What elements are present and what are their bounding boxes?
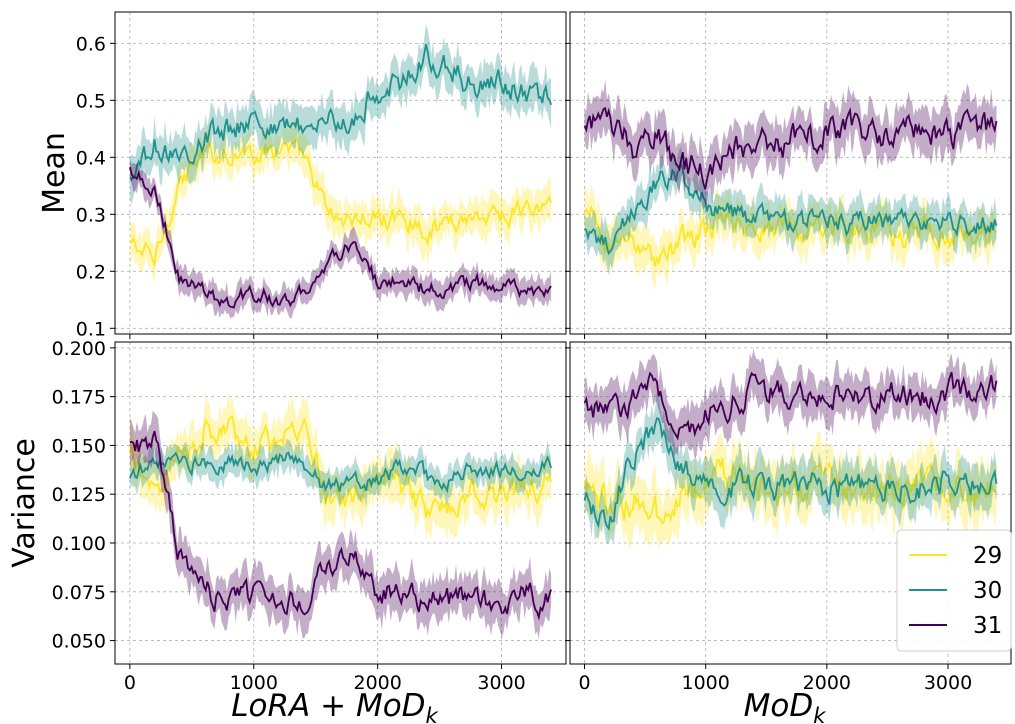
series-31-band: [584, 79, 997, 210]
panel-1-0: 0 1000 2000 3000 0.050 0.075 0.100 0.125 0.150 0.…: [52, 338, 567, 694]
series-29-band: [129, 116, 552, 281]
x-tick-label: 1000: [230, 672, 278, 694]
y-tick-label: 0.3: [76, 204, 106, 226]
y-tick-label: 0.175: [52, 387, 106, 409]
y-tick-label: 0.4: [76, 147, 106, 169]
series-30-band: [129, 438, 552, 508]
panel-0-0: 0.1 0.2 0.3 0.4 0.5 0.6: [76, 11, 567, 340]
legend-label-29: 29: [973, 543, 1002, 569]
y-axis-label: Variance: [7, 438, 42, 568]
panel-0-1: [565, 11, 1012, 339]
series-31-line: [583, 371, 998, 441]
panel-frame: [569, 11, 1012, 335]
panel-frame: [569, 341, 1012, 665]
y-tick-label: 0.150: [52, 435, 106, 457]
series-30-band: [584, 391, 997, 545]
series-31-band: [129, 157, 552, 319]
y-axis-label: Mean: [37, 132, 72, 214]
y-tick-label: 0.1: [76, 318, 106, 340]
x-axis-label: MoDk: [744, 688, 827, 724]
series-29-line: [129, 136, 552, 268]
x-tick-label: 3000: [924, 672, 972, 694]
panel-frame: [114, 341, 567, 665]
y-tick-label: 0.050: [52, 631, 106, 653]
legend-box: [896, 529, 1012, 652]
series-31-line: [129, 430, 552, 621]
series-29-line: [583, 204, 997, 267]
x-tick-label: 0: [124, 672, 136, 694]
y-tick-label: 0.5: [76, 90, 106, 112]
series-31-line: [583, 106, 998, 190]
x-axis-label: LoRA + MoDk: [231, 688, 438, 724]
y-tick-label: 0.2: [76, 261, 106, 283]
legend-label-30: 30: [973, 578, 1002, 604]
labels: Mean Variance LoRA + MoDk MoDk: [7, 132, 826, 724]
series-29-band: [584, 430, 997, 549]
y-tick-label: 0.100: [52, 533, 106, 555]
series-30-band: [584, 146, 997, 276]
series-29-band: [584, 184, 997, 291]
series-30-line: [129, 44, 552, 182]
x-tick-label: 1000: [682, 672, 730, 694]
x-tick-label: 3000: [477, 672, 525, 694]
legend-label-31: 31: [973, 613, 1002, 639]
series-30-line: [129, 451, 552, 494]
series-29-line: [129, 415, 552, 519]
y-tick-label: 0.6: [76, 33, 106, 55]
series-31-line: [129, 166, 552, 309]
series-30-line: [584, 160, 998, 256]
panels: 0.1 0.2 0.3 0.4 0.5 0.6 0 1000 2000 3000 0.050 0.07…: [52, 11, 1012, 694]
y-tick-label: 0.075: [52, 582, 106, 604]
series-30-line: [583, 417, 998, 531]
series-30-band: [129, 23, 552, 206]
panel-1-1: 0 1000 2000 3000: [565, 341, 1012, 694]
panel-frame: [114, 11, 567, 335]
x-tick-label: 2000: [803, 672, 851, 694]
series-31-band: [129, 410, 552, 639]
x-tick-label: 2000: [353, 672, 401, 694]
y-tick-label: 0.200: [52, 338, 106, 360]
y-tick-label: 0.125: [52, 484, 106, 506]
x-tick-label: 0: [578, 672, 590, 694]
legend: 29 30 31: [896, 529, 1012, 652]
